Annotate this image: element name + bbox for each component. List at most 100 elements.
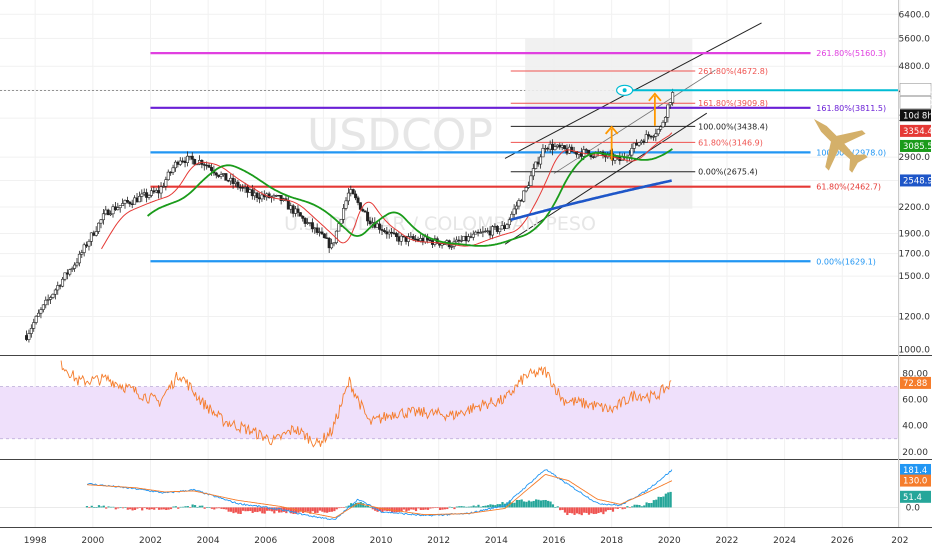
macd-histogram-bar [162, 507, 165, 510]
macd-histogram-bar [424, 507, 427, 510]
macd-histogram-bar [472, 505, 475, 508]
macd-histogram-bar [664, 493, 667, 508]
macd-histogram-bar [148, 507, 151, 510]
candle-body [534, 161, 538, 169]
price-badge-5: 2548.9 [900, 174, 932, 187]
macd-last-badge-0-text: 181.4 [903, 466, 927, 476]
macd-histogram-bar [133, 507, 137, 510]
macd-histogram-bar [172, 506, 175, 508]
candle-body [248, 189, 252, 193]
macd-histogram-bar [97, 505, 101, 508]
candle-body [68, 269, 72, 275]
channel-shade [525, 38, 693, 209]
macd-histogram-bar [604, 507, 607, 512]
x-tick-label-12: 2022 [715, 536, 738, 546]
macd-histogram-bar [196, 507, 199, 508]
candle-body [70, 268, 74, 270]
macd-histogram-bar [114, 507, 117, 510]
macd-histogram-bar [458, 506, 461, 508]
macd-histogram-bar [335, 507, 338, 510]
macd-histogram-bar [446, 507, 449, 510]
candle-body [188, 155, 192, 158]
macd-histogram-bar [669, 491, 672, 508]
candle-body [85, 244, 89, 247]
candle-body [459, 240, 463, 242]
macd-histogram-bar [100, 506, 103, 508]
macd-histogram-bar [304, 507, 307, 512]
macd-histogram-bar [434, 507, 437, 509]
macd-histogram-bar [222, 507, 225, 510]
macd-histogram-bar [302, 507, 305, 513]
macd-histogram-bar [85, 506, 89, 508]
macd-histogram-bar [462, 506, 466, 508]
candle-body [354, 193, 358, 199]
macd-histogram-bar [205, 507, 209, 508]
macd-histogram-bar [417, 507, 420, 509]
macd-histogram-bar [270, 507, 274, 512]
macd-histogram-bar [607, 507, 610, 511]
macd-histogram-bar [345, 506, 348, 508]
candle-body [214, 172, 218, 176]
macd-histogram-bar [131, 507, 134, 511]
candle-body [56, 285, 60, 291]
price-pane-bg [0, 0, 932, 355]
candle-body [217, 174, 221, 177]
macd-histogram-bar [556, 506, 559, 508]
macd-histogram-bar [321, 507, 324, 512]
candle-body [666, 104, 670, 118]
candle-body [205, 164, 209, 167]
candle-body [454, 239, 458, 243]
candle-body [548, 143, 552, 150]
candle-body [399, 235, 403, 242]
macd-histogram-bar [102, 505, 105, 508]
candle-body [39, 309, 43, 314]
macd-histogram-bar [652, 500, 655, 508]
candle-body [178, 160, 182, 165]
macd-histogram-bar [338, 507, 341, 509]
candle-body [219, 174, 223, 177]
fib-label-3: 161.80%(3811.5) [816, 104, 886, 113]
candle-body [166, 171, 170, 180]
macd-histogram-bar [225, 507, 228, 510]
macd-histogram-bar [578, 507, 581, 515]
macd-histogram-bar [109, 506, 113, 508]
macd-histogram-bar [542, 500, 545, 508]
candle-body [450, 246, 454, 248]
candle-body [519, 200, 523, 202]
candle-body [296, 208, 300, 213]
candle-body [428, 239, 432, 242]
macd-histogram-bar [443, 507, 446, 510]
sma-green-line [147, 148, 673, 247]
rsi-pane [0, 360, 898, 448]
macd-histogram-bar [258, 507, 261, 512]
candle-body [423, 236, 427, 243]
macd-histogram-bar [645, 502, 648, 508]
macd-histogram-bar [350, 503, 353, 508]
up-arrow-2-head [648, 92, 662, 102]
macd-histogram-bar [506, 502, 509, 508]
candle-body [536, 161, 540, 165]
x-tick-label-8: 2014 [485, 536, 508, 546]
x-tick-label-0: 1998 [24, 536, 47, 546]
macd-histogram-bar [580, 507, 583, 516]
y-tick-label-7: 2200.0 [899, 203, 931, 213]
candle-body [97, 222, 101, 232]
macd-histogram-bar [525, 501, 528, 508]
candle-body [560, 145, 564, 148]
candle-body [411, 236, 415, 240]
candle-body [476, 231, 480, 234]
candle-body [34, 315, 38, 323]
macd-histogram-bar [290, 507, 293, 514]
macd-histogram-bar [474, 506, 478, 508]
candle-body [303, 218, 307, 224]
macd-histogram-bar [326, 507, 329, 513]
candle-body [440, 243, 444, 246]
macd-signal-line [87, 474, 673, 519]
candle-body [306, 222, 310, 224]
macd-histogram-bar [438, 507, 442, 511]
candle-body [125, 200, 129, 203]
macd-histogram-bar [249, 507, 252, 511]
macd-histogram-bar [544, 499, 547, 508]
macd-histogram-bar [191, 504, 194, 508]
rsi-last-badge-text: 72.88 [903, 379, 927, 389]
